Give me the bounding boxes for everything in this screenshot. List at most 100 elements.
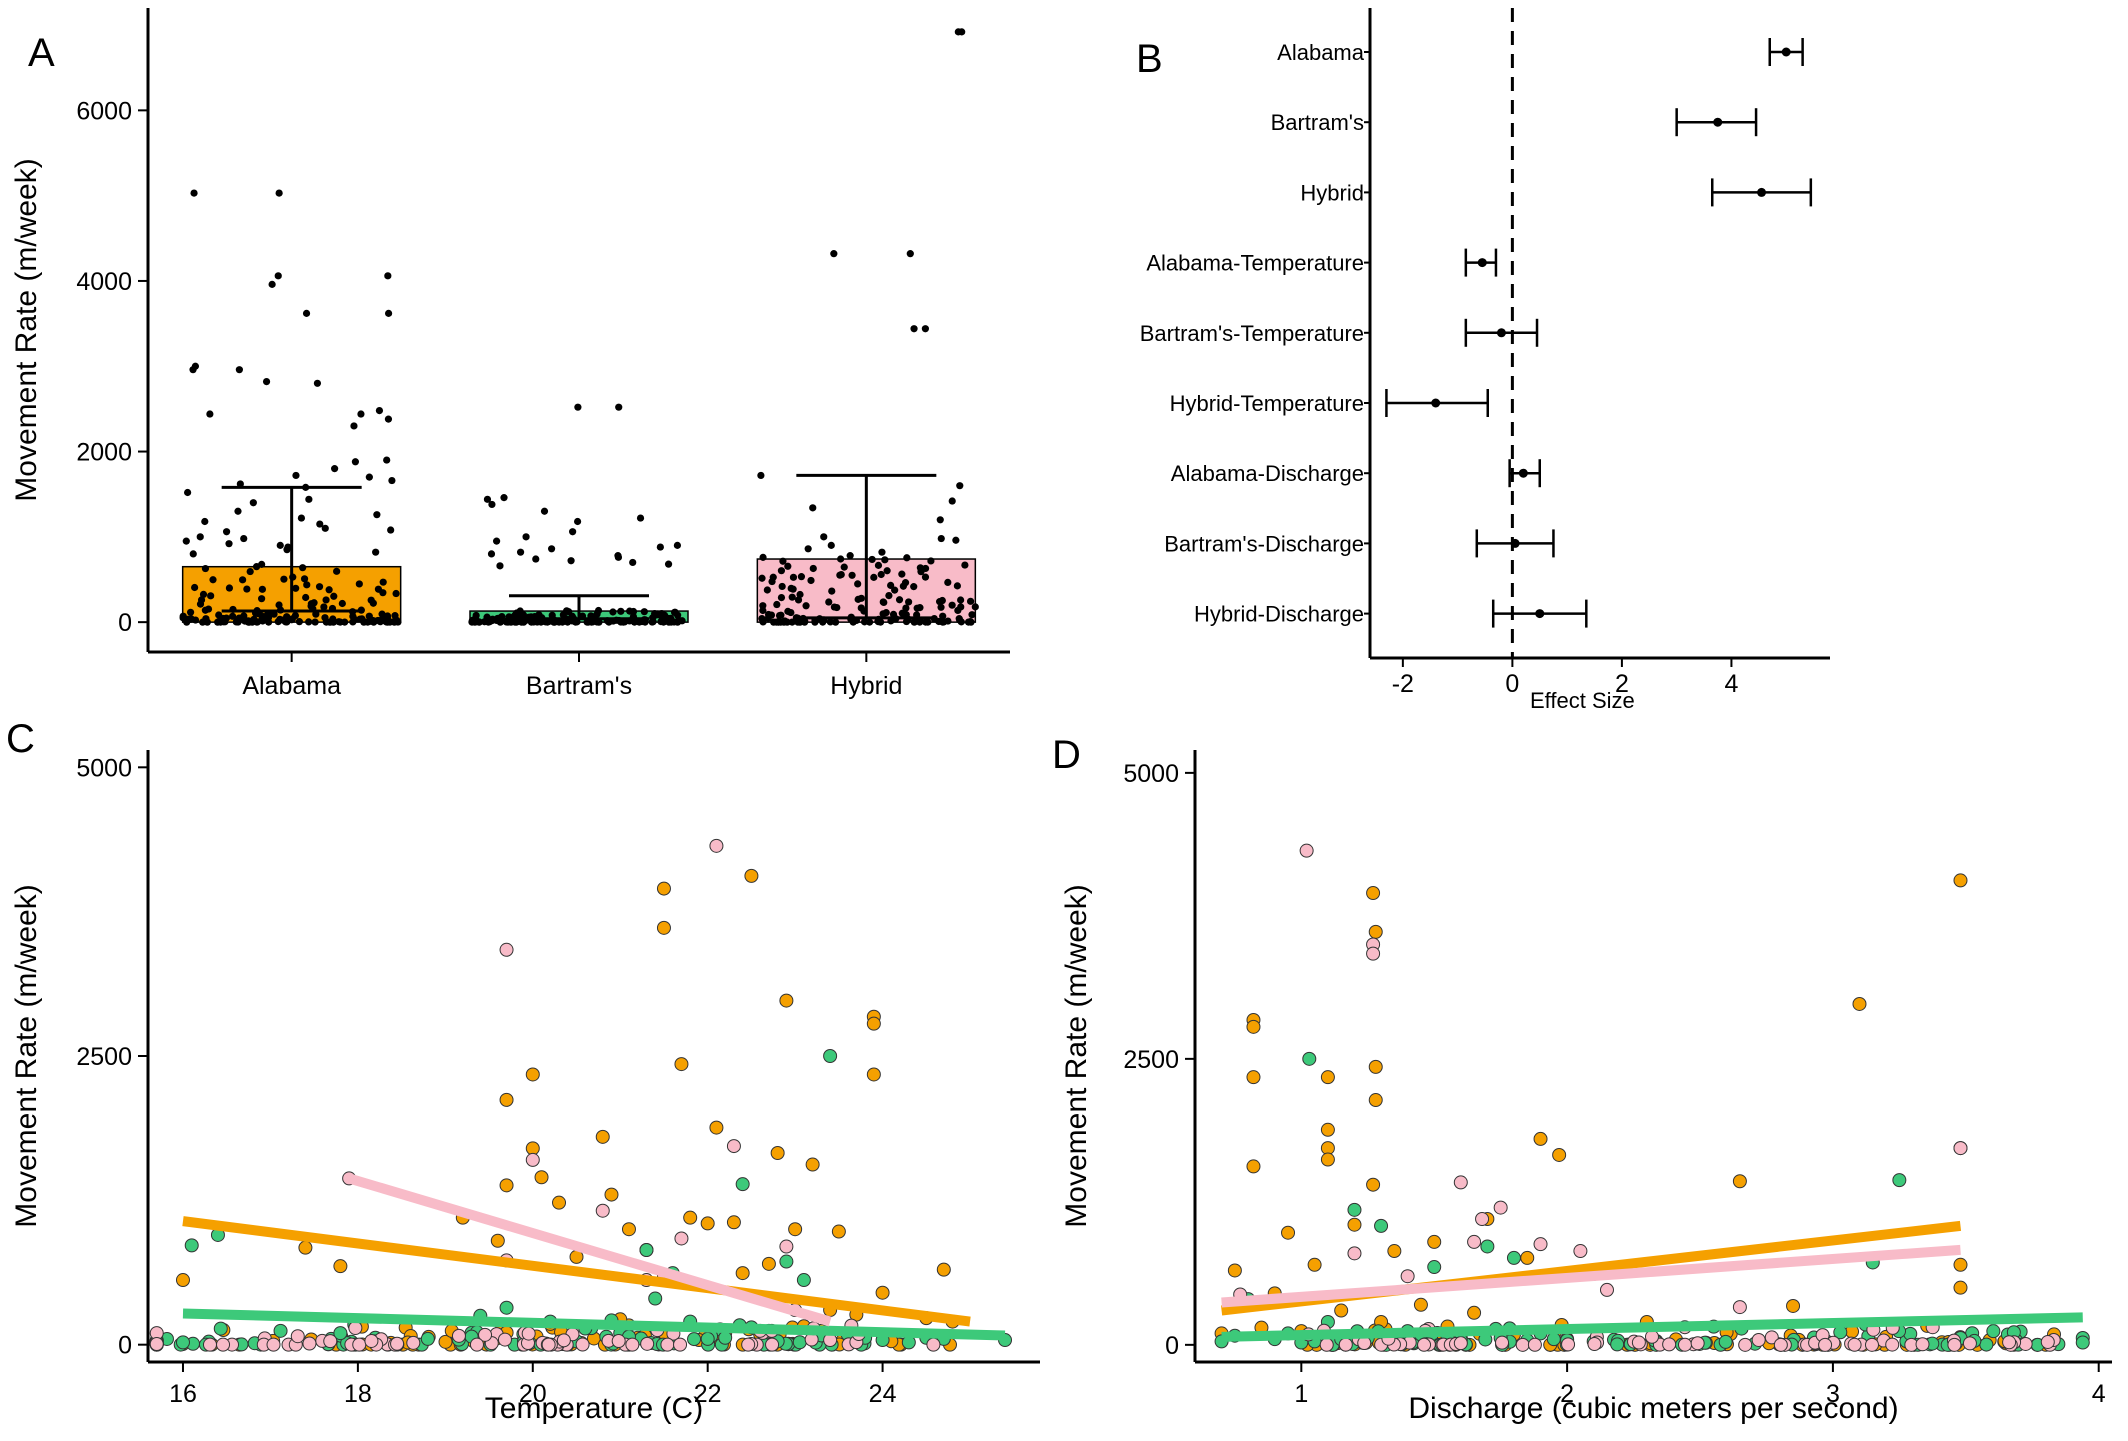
point	[877, 570, 885, 579]
point	[492, 537, 501, 545]
point	[383, 456, 391, 464]
point	[244, 618, 253, 626]
point	[593, 610, 601, 618]
point-0	[761, 1256, 776, 1271]
point-0	[788, 1222, 803, 1237]
point-0	[700, 1216, 715, 1231]
point	[567, 557, 575, 565]
point-1	[735, 1177, 750, 1192]
point	[789, 573, 798, 581]
term-label: Alabama-Temperature	[1146, 251, 1364, 276]
point	[936, 516, 944, 524]
point-2	[1319, 1337, 1334, 1352]
point-2	[1644, 1329, 1659, 1344]
point	[948, 601, 956, 609]
point	[767, 611, 776, 619]
point	[331, 465, 339, 473]
point	[788, 593, 796, 601]
point	[794, 596, 803, 604]
point	[365, 473, 373, 481]
point	[759, 618, 767, 626]
point-0	[1368, 1059, 1383, 1074]
point-0	[298, 1240, 313, 1255]
point-1	[1506, 1250, 1521, 1265]
point	[868, 555, 876, 564]
point	[321, 524, 329, 532]
point-0	[1953, 873, 1968, 888]
point-1	[184, 1238, 199, 1253]
point	[375, 407, 384, 415]
point-0	[1786, 1298, 1801, 1313]
point	[802, 602, 810, 610]
point	[891, 586, 899, 594]
point	[772, 618, 780, 626]
point	[758, 574, 766, 582]
point-2	[1453, 1175, 1468, 1190]
fit-line-2	[1221, 1244, 1961, 1308]
point	[648, 618, 656, 626]
point	[826, 618, 834, 626]
point	[305, 618, 313, 626]
point-0	[1281, 1225, 1296, 1240]
x-tick-label-d: 4	[2092, 1380, 2106, 1408]
point	[901, 579, 910, 587]
point	[480, 618, 489, 626]
point	[292, 584, 300, 592]
point-1	[499, 1300, 514, 1315]
point	[961, 561, 969, 569]
point-2	[640, 1336, 655, 1351]
point-0	[1953, 1257, 1968, 1272]
y-tick-label-a: 0	[118, 609, 132, 637]
point-0	[1227, 1263, 1242, 1278]
point	[246, 567, 254, 576]
term-label: Hybrid-Discharge	[1194, 602, 1364, 627]
point	[784, 562, 792, 570]
fit-line-1	[1221, 1312, 2083, 1342]
point	[913, 604, 921, 612]
point-2	[575, 1337, 590, 1352]
point	[262, 378, 271, 386]
point-2	[216, 1337, 231, 1352]
point	[235, 366, 243, 374]
point-0	[595, 1129, 610, 1144]
point	[215, 611, 223, 619]
point	[968, 611, 976, 619]
point	[809, 564, 817, 573]
point-2	[1453, 1336, 1468, 1351]
panel-b: -2 0 2 4 Effect Size Alabama Bartram's Hybrid Al…	[1140, 8, 1830, 713]
point-1	[796, 1273, 811, 1288]
point	[936, 598, 944, 606]
point-0	[1533, 1131, 1548, 1146]
point	[330, 592, 338, 600]
point-1	[792, 1335, 807, 1350]
y-tick-label-a: 4000	[76, 268, 132, 296]
point	[640, 608, 648, 616]
point	[840, 563, 848, 571]
point	[617, 607, 625, 615]
point-0	[875, 1285, 890, 1300]
point-0	[866, 1067, 881, 1082]
point	[837, 570, 845, 579]
point-2	[1847, 1337, 1862, 1352]
point	[885, 592, 893, 600]
y-axis-title-d: Movement Rate (m/week)	[1060, 884, 1093, 1227]
estimate-point	[1496, 328, 1506, 338]
y-tick-label-d: 2500	[1123, 1046, 1179, 1074]
point	[673, 541, 682, 549]
point	[302, 309, 311, 317]
point	[311, 618, 319, 626]
point	[910, 325, 918, 333]
point	[206, 410, 214, 418]
x-axis-title-c: Temperature (C)	[485, 1392, 703, 1425]
point-2	[1732, 1300, 1747, 1315]
point-0	[866, 1016, 881, 1031]
point	[240, 534, 248, 543]
point-2	[390, 1336, 405, 1351]
y-axis-title-c: Movement Rate (m/week)	[10, 884, 43, 1227]
point-0	[534, 1170, 549, 1185]
point	[757, 471, 765, 480]
point	[670, 608, 679, 617]
point-0	[604, 1187, 619, 1202]
point	[641, 618, 649, 626]
